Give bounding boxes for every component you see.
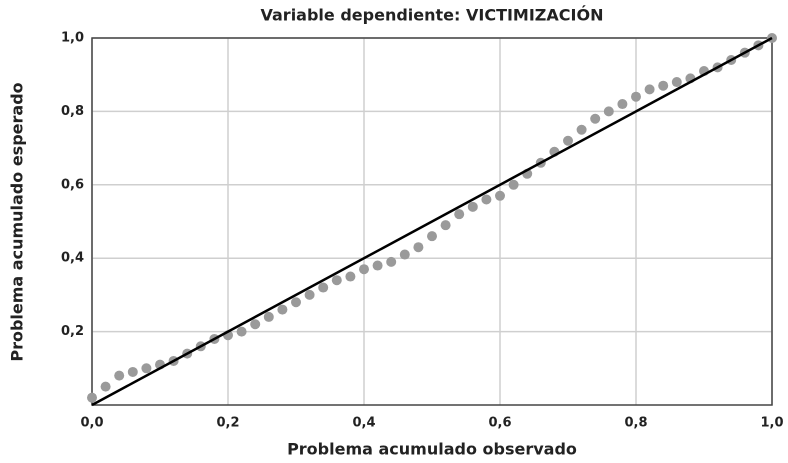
reference-line <box>91 36 773 407</box>
point <box>563 135 573 146</box>
y-tick-label: 0,8 <box>61 104 84 119</box>
x-tick-label: 0,0 <box>80 416 103 431</box>
point <box>250 319 261 330</box>
chart-title: Variable dependiente: VICTIMIZACIÓN <box>261 6 604 25</box>
y-tick-label: 1,0 <box>61 31 84 46</box>
point <box>359 264 369 275</box>
point <box>576 124 587 135</box>
y-tick-label: 0,4 <box>61 251 84 266</box>
x-tick-label: 0,2 <box>216 416 239 431</box>
y-axis-title: Problema acumulado esperado <box>8 82 27 361</box>
point <box>603 106 614 117</box>
point <box>141 363 152 374</box>
x-tick-label: 0,4 <box>352 416 375 431</box>
point <box>440 220 451 231</box>
point <box>331 275 342 286</box>
x-axis-title: Problema acumulado observado <box>287 440 577 459</box>
point <box>236 326 247 337</box>
point <box>508 179 519 190</box>
point <box>427 231 437 242</box>
point <box>590 113 601 124</box>
x-tick-label: 0,6 <box>488 416 511 431</box>
point <box>658 80 669 91</box>
y-tick-label: 0,6 <box>61 177 84 192</box>
point <box>413 242 424 253</box>
point <box>318 282 329 293</box>
point <box>114 370 125 381</box>
point <box>263 311 274 322</box>
point <box>495 190 505 201</box>
point <box>304 289 315 300</box>
point <box>372 260 383 271</box>
point <box>631 91 641 102</box>
point <box>100 381 111 392</box>
point <box>454 209 465 220</box>
point <box>291 297 301 308</box>
point <box>671 77 682 88</box>
y-tick-label: 0,2 <box>61 324 84 339</box>
point <box>399 249 410 260</box>
x-tick-label: 0,8 <box>624 416 647 431</box>
point <box>87 392 97 403</box>
x-tick-label: 1,0 <box>760 416 783 431</box>
point <box>127 366 138 377</box>
plot-frame <box>91 37 773 406</box>
point <box>617 99 628 110</box>
point <box>644 84 655 95</box>
point <box>481 194 492 205</box>
point <box>467 201 478 212</box>
point <box>386 256 397 267</box>
point <box>277 304 288 315</box>
point <box>345 271 356 282</box>
